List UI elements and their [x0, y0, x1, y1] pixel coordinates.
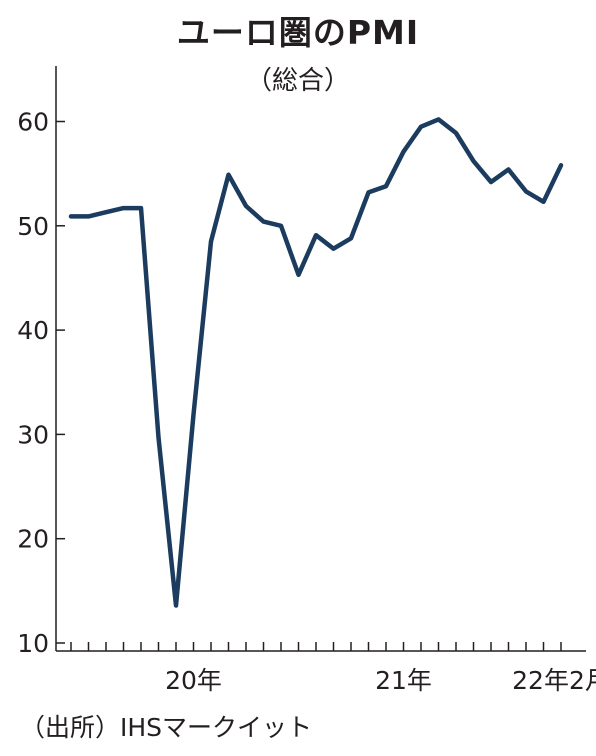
- y-tick-label: 50: [17, 212, 49, 241]
- chart-subtitle: （総合）: [245, 66, 350, 96]
- y-tick-label: 10: [17, 629, 49, 658]
- chart-axes: [55, 66, 586, 652]
- x-tick-label: 22年2月: [512, 666, 596, 695]
- series-line: [68, 117, 564, 608]
- chart-series: [68, 117, 564, 608]
- y-tick-label: 20: [17, 525, 49, 554]
- y-tick-label: 30: [17, 420, 49, 449]
- x-tick-label: 20年: [165, 666, 222, 695]
- y-tick-label: 40: [17, 316, 49, 345]
- x-axis-ticks: 20年 21年 22年2月: [70, 642, 596, 695]
- y-tick-label: 60: [17, 108, 49, 137]
- x-tick-label: 21年: [375, 666, 432, 695]
- source-note: （出所）IHSマークイット: [20, 713, 313, 742]
- y-axis-ticks: 10 20 30 40 50 60: [17, 108, 65, 658]
- chart-title: ユーロ圏のPMI: [176, 13, 420, 52]
